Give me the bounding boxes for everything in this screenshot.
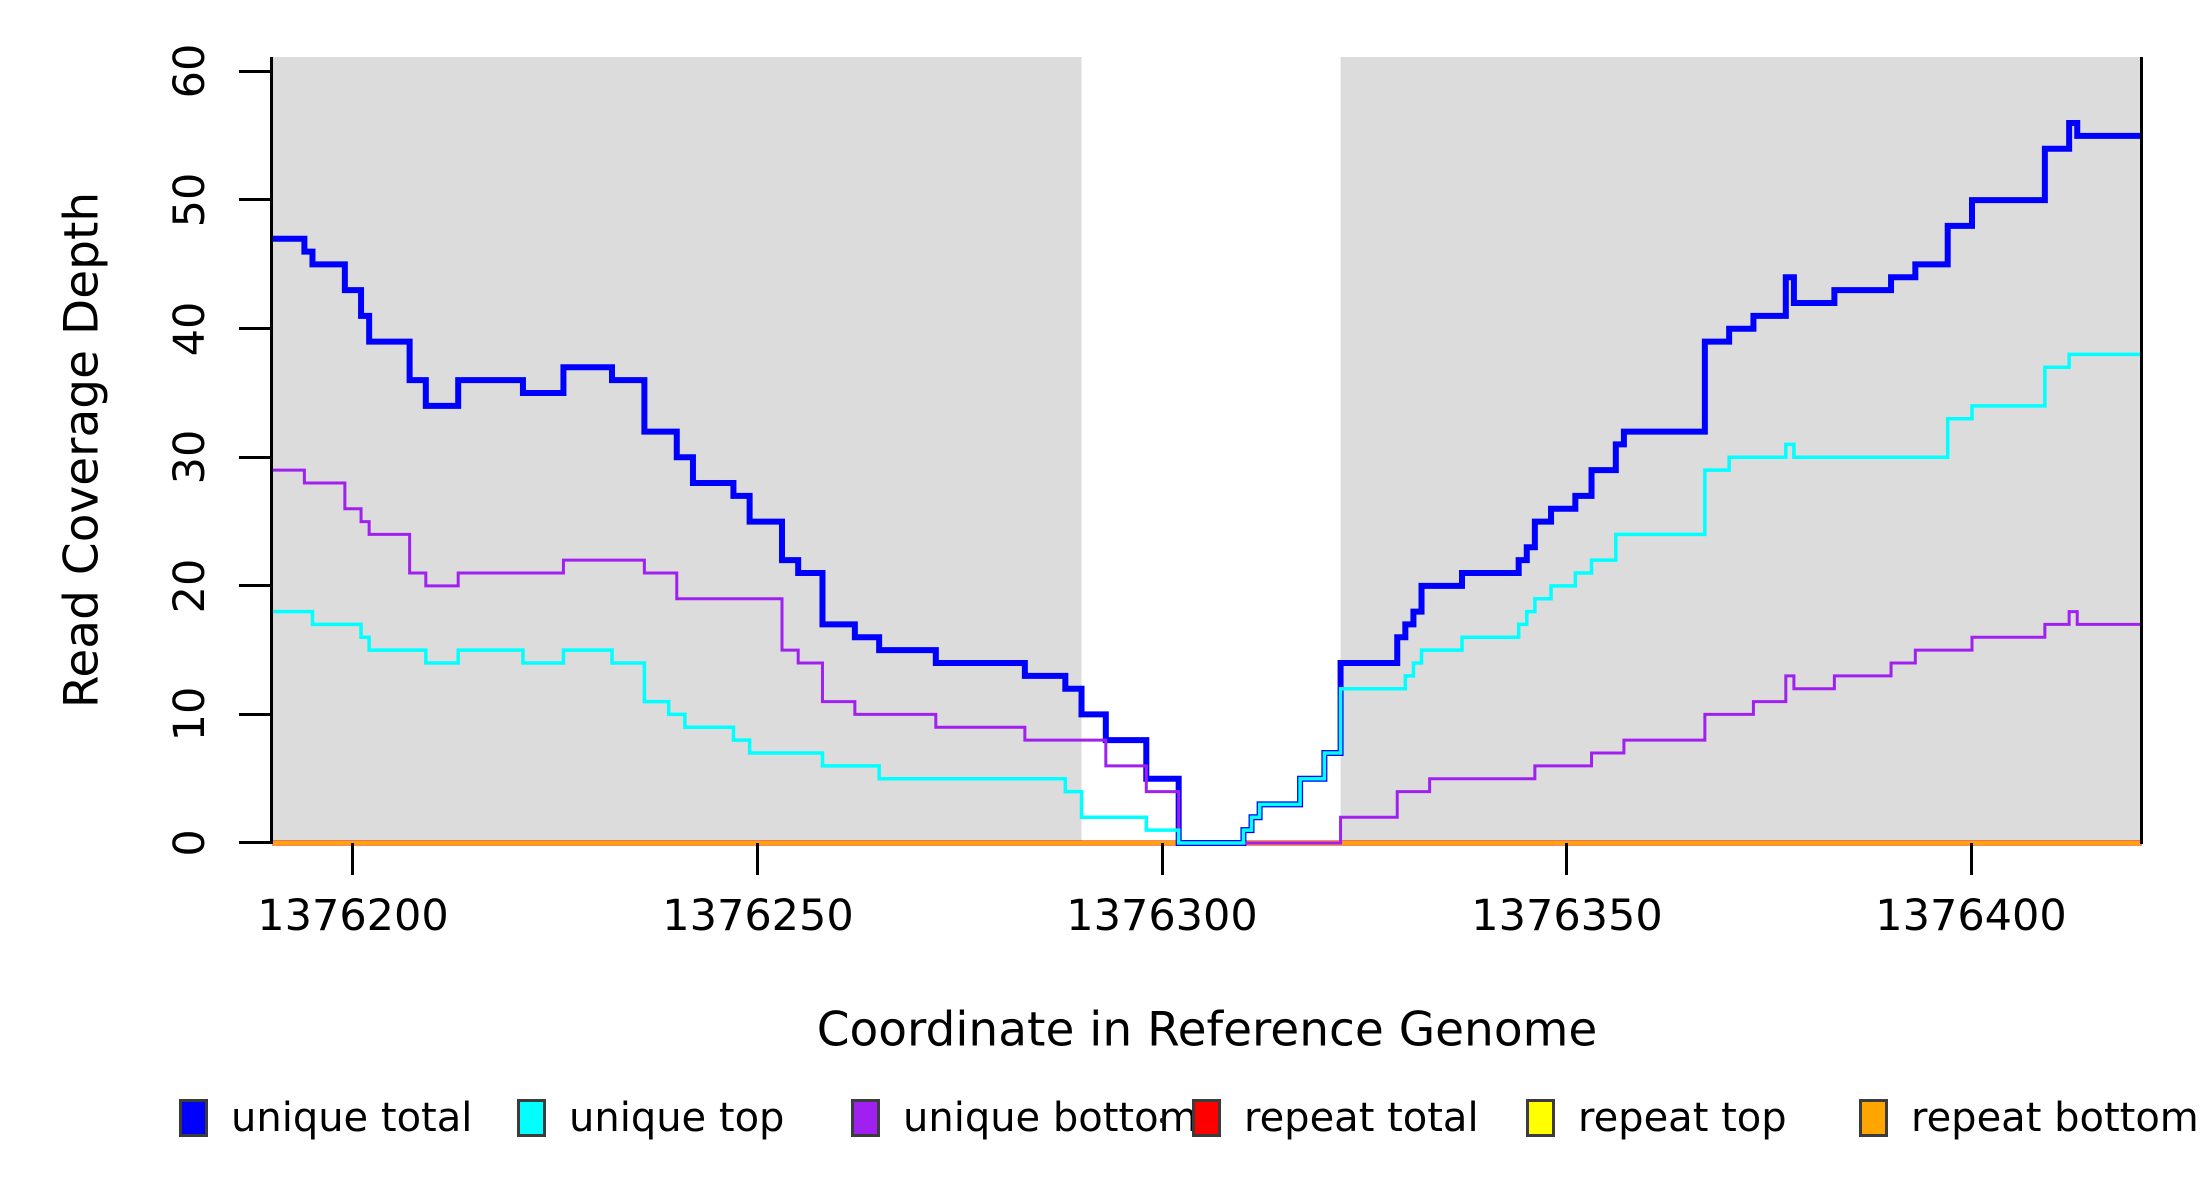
x-tick-mark (756, 843, 759, 875)
series-unique-bottom (272, 468, 2142, 845)
repeat-top-swatch-icon (1526, 1099, 1555, 1137)
y-axis-line (270, 57, 273, 844)
y-tick-label: 20 (165, 558, 215, 614)
legend-label: unique bottom (903, 1095, 1198, 1141)
repeat-total-swatch-icon (1192, 1099, 1221, 1137)
y-tick-mark (239, 70, 272, 73)
unique-total-swatch-icon (179, 1099, 208, 1137)
plot-right-border (2140, 57, 2143, 844)
legend-label: unique top (569, 1095, 785, 1141)
y-tick-label: 60 (165, 43, 215, 99)
unique-top-swatch-icon (517, 1099, 546, 1137)
y-tick-label: 0 (165, 829, 215, 857)
y-tick-label: 10 (165, 686, 215, 742)
x-tick-label: 1376400 (1875, 891, 2067, 941)
y-tick-mark (239, 327, 272, 330)
legend-label: repeat total (1244, 1095, 1479, 1141)
legend-label: unique total (231, 1095, 473, 1141)
y-tick-label: 40 (165, 301, 215, 357)
x-tick-label: 1376200 (257, 891, 449, 941)
y-tick-mark (239, 841, 272, 844)
stray-dot (1160, 1118, 1164, 1123)
y-tick-label: 50 (165, 172, 215, 228)
shaded-region (1340, 57, 2142, 843)
legend-label: repeat bottom (1911, 1095, 2199, 1141)
y-tick-label: 30 (165, 429, 215, 485)
repeat-bottom-swatch-icon (1859, 1099, 1888, 1137)
x-tick-mark (1565, 843, 1568, 875)
legend-label: repeat top (1578, 1095, 1787, 1141)
y-tick-mark (239, 456, 272, 459)
y-tick-mark (239, 584, 272, 587)
series-unique-top (272, 352, 2142, 845)
y-tick-mark (239, 713, 272, 716)
y-axis-title: Read Coverage Depth (54, 191, 110, 709)
x-tick-label: 1376350 (1471, 891, 1663, 941)
x-tick-mark (351, 843, 354, 875)
y-tick-mark (239, 198, 272, 201)
x-tick-label: 1376250 (662, 891, 854, 941)
x-tick-label: 1376300 (1066, 891, 1258, 941)
x-axis-title: Coordinate in Reference Genome (816, 1002, 1598, 1058)
unique-bottom-swatch-icon (851, 1099, 880, 1137)
x-tick-mark (1970, 843, 1973, 875)
x-tick-mark (1161, 843, 1164, 875)
